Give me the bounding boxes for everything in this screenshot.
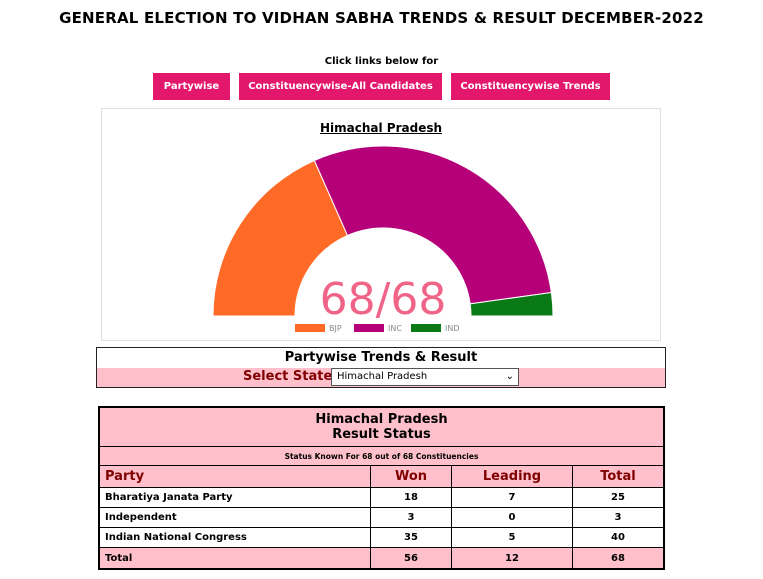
won-value: 3 <box>370 507 452 528</box>
total-value: 40 <box>572 527 665 548</box>
state-select-value: Himachal Pradesh <box>337 371 428 382</box>
total-leading: 12 <box>451 547 573 570</box>
slice-ind[interactable] <box>469 291 554 317</box>
slice-bjp[interactable] <box>212 159 349 317</box>
click-links-note: Click links below for <box>324 56 439 67</box>
leading-value: 7 <box>451 487 573 508</box>
total-value: 25 <box>572 487 665 508</box>
page-title: GENERAL ELECTION TO VIDHAN SABHA TRENDS … <box>59 9 704 27</box>
legend-swatch-ind[interactable] <box>411 324 441 332</box>
result-table-heading: Himachal Pradesh Result Status <box>98 406 665 447</box>
table-row: Bharatiya Janata Party 18 7 25 <box>98 487 665 508</box>
won-value: 18 <box>370 487 452 508</box>
total-row: Total 56 12 68 <box>98 547 665 570</box>
legend-label-ind[interactable]: IND <box>445 324 460 333</box>
leading-value: 5 <box>451 527 573 548</box>
legend-swatch-inc[interactable] <box>354 324 384 332</box>
chevron-down-icon: ⌄ <box>505 371 514 382</box>
slice-inc[interactable] <box>313 145 552 305</box>
partywise-button[interactable]: Partywise <box>153 73 230 100</box>
column-header-party: Party <box>98 465 371 488</box>
table-row: Indian National Congress 35 5 40 <box>98 527 665 548</box>
total-value: 3 <box>572 507 665 528</box>
state-select-row: Select State Himachal Pradesh ⌄ <box>97 368 665 387</box>
result-status-table: Himachal Pradesh Result Status Status Kn… <box>98 406 665 570</box>
party-name: Bharatiya Janata Party <box>98 487 371 508</box>
party-name: Indian National Congress <box>98 527 371 548</box>
constituencywise-all-candidates-button[interactable]: Constituencywise-All Candidates <box>239 73 442 100</box>
won-value: 35 <box>370 527 452 548</box>
table-row: Independent 3 0 3 <box>98 507 665 528</box>
partywise-trends-panel: Partywise Trends & Result Select State H… <box>96 347 666 388</box>
state-select[interactable]: Himachal Pradesh ⌄ <box>331 368 519 386</box>
legend-label-inc[interactable]: INC <box>388 324 402 333</box>
status-note: Status Known For 68 out of 68 Constituen… <box>98 446 665 466</box>
trends-title: Partywise Trends & Result <box>284 350 478 365</box>
result-subtitle: Result Status <box>332 427 431 442</box>
total-won: 56 <box>370 547 452 570</box>
result-state-name: Himachal Pradesh <box>315 412 448 427</box>
total-total: 68 <box>572 547 665 570</box>
leading-value: 0 <box>451 507 573 528</box>
constituencywise-trends-button[interactable]: Constituencywise Trends <box>451 73 610 100</box>
total-label: Total <box>98 547 371 570</box>
select-state-label: Select State <box>243 369 333 384</box>
seat-chart-panel: Himachal Pradesh 68/68 BJP INC IND <box>101 108 661 341</box>
column-header-won: Won <box>370 465 452 488</box>
column-header-leading: Leading <box>451 465 573 488</box>
legend-swatch-bjp[interactable] <box>295 324 325 332</box>
chart-title[interactable]: Himachal Pradesh <box>319 121 443 135</box>
party-name: Independent <box>98 507 371 528</box>
column-header-total: Total <box>572 465 665 488</box>
center-seat-count: 68/68 <box>320 274 447 325</box>
legend-label-bjp[interactable]: BJP <box>329 324 342 333</box>
